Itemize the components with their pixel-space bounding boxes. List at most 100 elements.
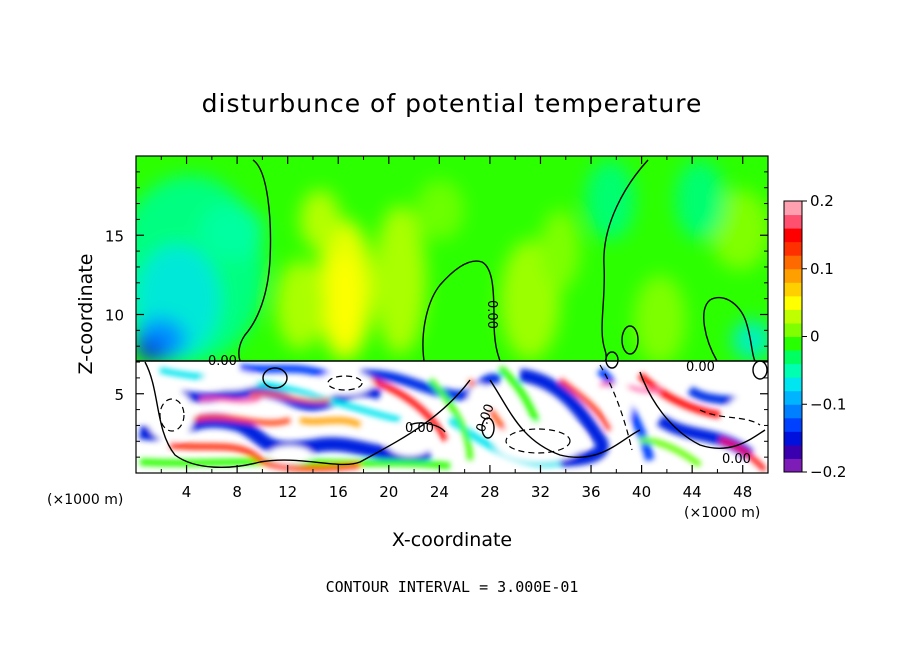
colorbar-swatch — [784, 295, 802, 310]
white-cell — [727, 396, 763, 424]
x-unit-label-right: (×1000 m) — [684, 505, 760, 521]
contour-line — [409, 422, 446, 433]
colorbar — [784, 201, 802, 473]
colorbar-swatch — [784, 309, 802, 324]
x-tick-label: 24 — [430, 483, 449, 501]
colorbar-swatch — [784, 363, 802, 378]
cyan-band — [159, 367, 401, 423]
red-band — [637, 372, 721, 419]
colorbar-swatch — [784, 458, 802, 473]
x-tick-label: 44 — [683, 483, 702, 501]
blue-band — [359, 369, 502, 401]
contour-dashed — [599, 364, 633, 451]
warm-plume — [540, 210, 580, 290]
cool-region — [136, 340, 164, 360]
x-tick-label: 16 — [329, 483, 348, 501]
magenta-band — [199, 396, 261, 403]
colorbar-ticks: 0.2 0.1 0 −0.1 −0.2 — [802, 192, 846, 481]
cool-region — [585, 160, 635, 240]
white-cell — [317, 371, 373, 395]
colorbar-swatch — [784, 322, 802, 337]
colorbar-swatch — [784, 201, 802, 216]
contour-label: 0.00 — [484, 300, 499, 329]
upper-field — [136, 160, 768, 365]
plot-area — [136, 156, 768, 473]
warm-plume — [331, 255, 359, 345]
contour-ring — [481, 417, 495, 439]
contour-interval-note: CONTOUR INTERVAL = 3.000E-01 — [326, 578, 579, 596]
red-band — [249, 392, 331, 403]
colorbar-swatch — [784, 404, 802, 419]
colorbar-swatch — [784, 390, 802, 405]
y-axis: 5 10 15 — [105, 171, 768, 458]
x-tick-label: 4 — [182, 483, 192, 501]
colorbar-tick-label: −0.1 — [810, 395, 846, 413]
lower-field — [138, 364, 767, 472]
warm-plume — [276, 260, 324, 350]
colorbar-tick-label: 0 — [810, 328, 820, 346]
colorbar-swatch — [784, 377, 802, 392]
white-cell — [468, 384, 492, 416]
white-cell — [494, 422, 586, 462]
x-tick-label: 12 — [278, 483, 297, 501]
contour-ring — [262, 367, 288, 389]
warm-plume — [710, 190, 768, 270]
colorbar-swatch — [784, 417, 802, 432]
colorbar-swatch — [784, 255, 802, 270]
white-cell — [202, 370, 258, 390]
white-cell — [385, 424, 435, 456]
cool-region — [732, 320, 768, 360]
x-axis: 4 8 12 16 20 24 28 32 36 40 44 48 — [160, 156, 752, 501]
x-tick-label: 40 — [632, 483, 651, 501]
red-band — [369, 377, 448, 442]
red-band — [189, 414, 291, 426]
colorbar-tick-label: −0.2 — [810, 463, 846, 481]
contour-line — [489, 379, 641, 458]
x-tick-label: 28 — [480, 483, 499, 501]
green-band — [639, 437, 702, 468]
contour-label: 0.00 — [722, 452, 751, 467]
warm-plume — [300, 190, 340, 250]
blue-band — [518, 368, 609, 467]
cool-region — [200, 204, 264, 260]
warm-plume — [416, 180, 464, 240]
x-tick-label: 8 — [232, 483, 242, 501]
y-tick-label: 10 — [105, 307, 124, 325]
y-tick-label: 15 — [105, 227, 124, 245]
contour-lines — [136, 159, 768, 469]
chart-title: disturbunce of potential temperature — [202, 89, 703, 118]
contour-label: 0.00 — [686, 360, 715, 375]
colorbar-tick-label: 0.2 — [810, 192, 834, 210]
x-tick-label: 20 — [379, 483, 398, 501]
contour-dashed — [505, 428, 571, 454]
contour-line — [238, 159, 272, 362]
x-unit-label: (×1000 m) — [47, 492, 123, 508]
colorbar-swatch — [784, 431, 802, 446]
contour-line — [639, 371, 766, 449]
contour-line — [703, 297, 756, 362]
colorbar-swatch — [784, 444, 802, 459]
colorbar-swatch — [784, 350, 802, 365]
x-axis-label: X-coordinate — [392, 529, 512, 551]
contour-line — [259, 379, 471, 466]
warm-plume — [634, 275, 686, 365]
colorbar-swatch — [784, 268, 802, 283]
cool-region — [675, 160, 725, 240]
colorbar-swatch — [784, 336, 802, 351]
colorbar-swatch — [784, 228, 802, 243]
y-axis-label: Z-coordinate — [75, 254, 97, 375]
x-tick-label: 48 — [733, 483, 752, 501]
colorbar-tick-label: 0.1 — [810, 260, 834, 278]
contour-ring — [605, 351, 619, 369]
contour-dashed — [327, 375, 363, 391]
contour-lines-dashed — [159, 364, 761, 454]
orange-band — [299, 417, 362, 428]
x-tick-label: 36 — [581, 483, 600, 501]
contour-line — [144, 361, 261, 469]
x-tick-label: 32 — [531, 483, 550, 501]
contour-ring — [621, 325, 639, 355]
warm-plume — [374, 205, 426, 355]
red-band — [558, 378, 613, 432]
contour-label: 0.00 — [208, 354, 237, 369]
